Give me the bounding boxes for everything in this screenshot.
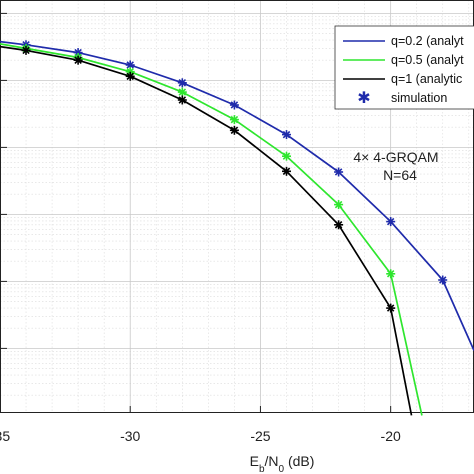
simulation-point-0-5	[282, 130, 291, 140]
simulation-point-0-7	[386, 217, 396, 227]
x-axis-title: Eb/N0 (dB)	[250, 453, 315, 474]
series-line-2	[0, 45, 413, 416]
legend-label-q1: q=1 (analytic	[391, 72, 462, 86]
simulation-point-2-4	[229, 125, 239, 135]
simulation-point-1-7	[386, 269, 396, 279]
legend-entry-q05: q=0.5 (analyt	[343, 53, 464, 67]
simulation-point-2-5	[282, 166, 291, 176]
simulation-point-2-7	[386, 303, 396, 313]
x-axis-ticks: -35 -30 -25 -20	[0, 406, 401, 444]
simulation-point-2-2	[125, 71, 135, 81]
simulation-point-1-3	[177, 87, 187, 97]
simulation-point-0-4	[229, 100, 239, 110]
simulation-point-0-6	[334, 167, 344, 177]
x-tick-label: -35	[0, 428, 10, 444]
legend-box	[334, 25, 474, 110]
simulation-markers	[21, 40, 448, 313]
legend: q=0.2 (analyt q=0.5 (analyt q=1 (analyti…	[334, 25, 474, 110]
simulation-point-2-3	[177, 95, 187, 105]
simulation-point-1-4	[229, 115, 239, 125]
legend-entry-q02: q=0.2 (analyt	[343, 34, 464, 48]
simulation-point-2-1	[73, 55, 83, 65]
legend-entry-simulation: ✱ simulation	[357, 88, 447, 107]
annotation-line-1: 4× 4-GRQAM	[353, 149, 438, 165]
simulation-point-1-5	[282, 151, 291, 161]
simulation-point-2-6	[334, 220, 344, 230]
x-tick-label: -30	[120, 428, 140, 444]
legend-label-q02: q=0.2 (analyt	[391, 34, 464, 48]
legend-swatch-simulation-icon: ✱	[357, 88, 370, 107]
x-axis-title-text: Eb/N0 (dB)	[250, 453, 315, 474]
legend-label-q05: q=0.5 (analyt	[391, 53, 464, 67]
series-line-1	[0, 43, 423, 416]
annotation: 4× 4-GRQAM N=64	[353, 149, 438, 183]
legend-entry-q1: q=1 (analytic	[343, 72, 462, 86]
x-tick-label: -25	[250, 428, 270, 444]
minor-grid	[0, 0, 474, 412]
x-tick-label: -20	[381, 428, 401, 444]
simulation-point-1-6	[334, 200, 344, 210]
annotation-line-2: N=64	[383, 167, 417, 183]
simulation-point-0-8	[438, 275, 448, 285]
legend-label-simulation: simulation	[391, 91, 447, 105]
simulation-point-2-0	[21, 45, 31, 55]
simulation-point-0-3	[177, 78, 187, 88]
